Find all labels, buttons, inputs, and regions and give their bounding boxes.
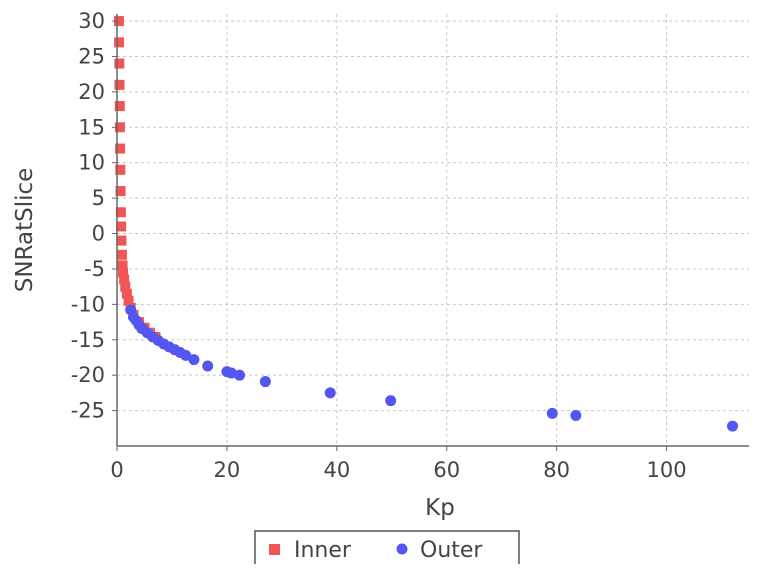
x-tick-label: 60 <box>433 458 460 482</box>
legend-label-inner: Inner <box>294 538 352 563</box>
y-tick-label: 0 <box>92 222 105 246</box>
data-point-inner <box>115 186 126 197</box>
legend-label-outer: Outer <box>420 538 483 563</box>
y-axis-label: SNRatSlice <box>12 168 38 293</box>
y-tick-label: 5 <box>92 186 105 210</box>
data-point-outer <box>234 369 246 381</box>
data-point-inner <box>121 288 132 299</box>
data-point-inner <box>115 164 126 175</box>
data-point-inner <box>116 249 127 260</box>
data-point-outer <box>546 407 558 419</box>
data-point-inner <box>114 79 125 90</box>
data-point-inner <box>119 274 130 285</box>
data-point-inner <box>120 281 131 292</box>
data-point-inner <box>113 16 124 27</box>
data-point-outer <box>188 354 200 366</box>
y-tick-label: 30 <box>78 9 105 33</box>
data-point-inner <box>117 260 128 271</box>
plot-area <box>117 14 749 446</box>
y-tick-label: 15 <box>78 115 105 139</box>
data-point-outer <box>324 387 336 399</box>
legend: Inner Outer <box>254 530 520 568</box>
x-tick-label: 100 <box>647 458 687 482</box>
data-point-outer <box>385 395 397 407</box>
data-point-inner <box>115 207 126 218</box>
x-tick-label: 80 <box>543 458 570 482</box>
data-point-inner <box>114 101 125 112</box>
data-point-outer <box>570 410 582 422</box>
data-point-outer <box>225 367 237 379</box>
x-tick-label: 40 <box>323 458 350 482</box>
y-tick-label: -10 <box>71 292 105 316</box>
data-point-inner <box>116 221 127 232</box>
data-point-inner <box>114 37 125 48</box>
y-tick-label: -25 <box>71 399 105 423</box>
x-tick-label: 0 <box>110 458 123 482</box>
y-tick-label: -15 <box>71 328 105 352</box>
data-point-inner <box>115 143 126 154</box>
data-point-outer <box>202 360 214 372</box>
y-tick-label: 10 <box>78 151 105 175</box>
x-tick-label: 20 <box>214 458 241 482</box>
data-point-inner <box>114 122 125 133</box>
y-tick-label: -5 <box>84 257 105 281</box>
data-point-outer <box>180 349 192 361</box>
legend-box <box>254 530 520 568</box>
data-point-inner <box>118 267 129 278</box>
data-point-inner <box>114 58 125 69</box>
y-tick-label: -20 <box>71 363 105 387</box>
data-point-outer <box>727 420 739 432</box>
axis-layer: 0 20 40 60 80 100 30 25 20 15 10 5 0 -5 -10 -15 -20 -25 <box>71 9 749 482</box>
data-point-outer <box>259 376 271 388</box>
series-outer <box>125 304 739 432</box>
y-tick-label: 20 <box>78 80 105 104</box>
legend-swatch-outer <box>396 543 408 555</box>
x-axis-label: Kp <box>425 495 455 521</box>
legend-swatch-inner <box>269 544 280 555</box>
data-point-inner <box>116 235 127 246</box>
data-point-inner <box>123 295 134 306</box>
series-layer <box>113 16 739 432</box>
y-tick-label: 25 <box>78 44 105 68</box>
